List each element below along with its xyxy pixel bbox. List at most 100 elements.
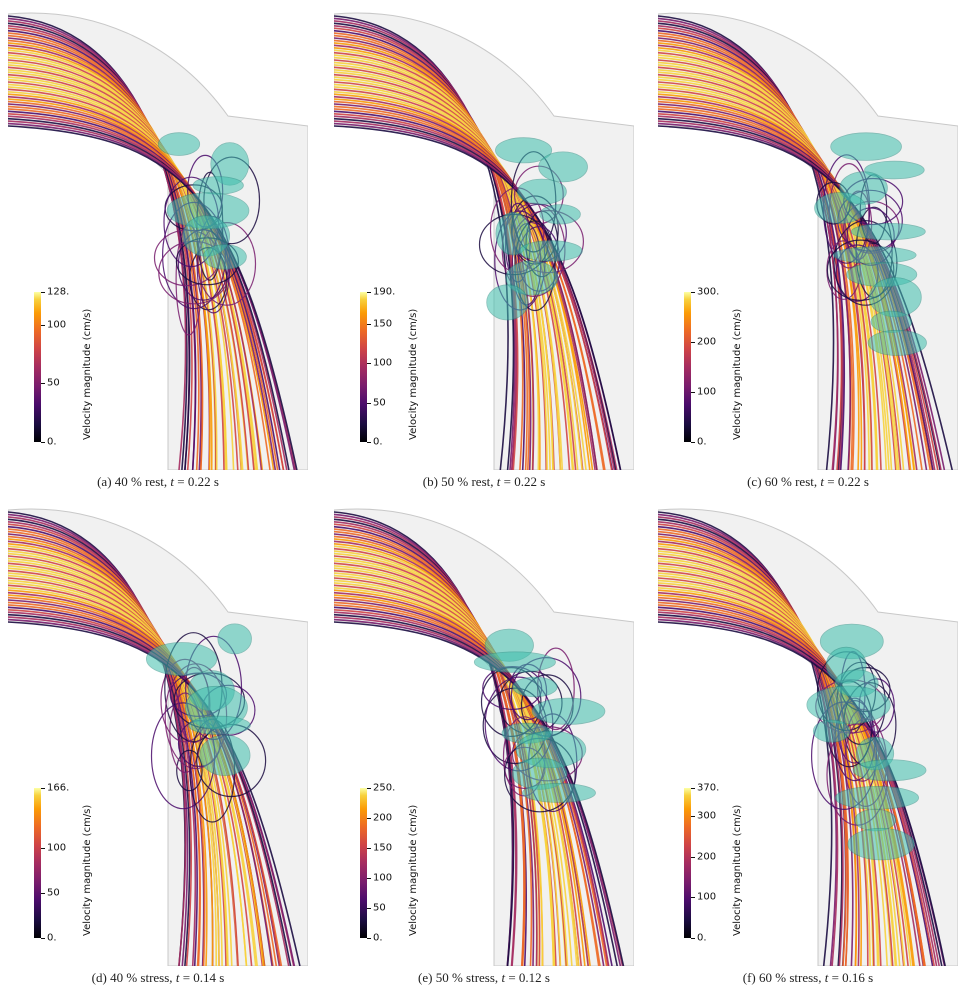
colorbar-tick — [691, 292, 695, 293]
colorbar-tick-label: 150 — [373, 318, 393, 330]
isosurface — [199, 734, 251, 776]
colorbar-tick-label: 100 — [47, 319, 67, 331]
isosurface — [202, 244, 247, 270]
caption-time-symbol: t — [170, 474, 174, 489]
colorbar-tick-label: 0. — [697, 436, 707, 448]
panel-e: 250. 200 150 100 50 0. Velocity magnitude (cm/… — [334, 502, 634, 985]
streamline-visualization — [8, 12, 308, 470]
recirculation-streamline — [176, 749, 203, 792]
isosurface — [834, 785, 919, 810]
colorbar: 300. 200 100 0. Velocity magnitude (cm/s) — [684, 287, 754, 448]
isosurface — [495, 211, 531, 256]
colorbar-tick-label: 250. — [373, 782, 396, 794]
colorbar-tick-label: 200 — [697, 851, 717, 863]
colorbar-tick-label: 166. — [47, 782, 70, 794]
isosurface — [157, 132, 201, 156]
colorbar-tick-label: 100 — [47, 842, 67, 854]
colorbar-tick-label: 300 — [697, 810, 717, 822]
colorbar-tick — [367, 908, 371, 909]
colorbar-tick — [41, 892, 45, 894]
colorbar-tick — [691, 342, 695, 343]
colorbar-tick — [367, 402, 371, 404]
caption-time-value: = 0.14 s — [179, 970, 225, 985]
colorbar-tick-label: 300. — [697, 286, 720, 298]
caption-time-symbol: t — [824, 970, 829, 985]
panel-b: 190. 150 100 50 0. Velocity magnitude (cm/s) (… — [334, 6, 634, 489]
caption-time-symbol: t — [501, 970, 506, 985]
colorbar-tick-label: 50 — [47, 377, 60, 389]
isosurface — [870, 310, 912, 333]
colorbar-tick-label: 0. — [47, 436, 57, 448]
colorbar-tick-label: 150 — [373, 842, 393, 854]
colorbar-tick — [41, 938, 45, 939]
caption-time-symbol: t — [496, 474, 501, 489]
isosurface — [522, 782, 596, 803]
caption-time-value: = 0.16 s — [828, 970, 874, 985]
panel-caption: (b) 50 % rest, t = 0.22 s — [334, 474, 634, 490]
caption-prefix: (b) 50 % rest, — [422, 474, 497, 489]
colorbar: 250. 200 150 100 50 0. Velocity magnitude (cm/… — [360, 783, 430, 944]
colorbar-gradient — [360, 788, 367, 938]
colorbar-tick — [691, 788, 695, 789]
colorbar-tick — [41, 383, 45, 385]
isosurface — [538, 151, 588, 183]
colorbar-tick-label: 100 — [373, 357, 393, 369]
caption-prefix: (f) 60 % stress, — [742, 970, 825, 985]
colorbar-tick — [41, 324, 45, 326]
caption-time-value: = 0.22 s — [174, 474, 219, 489]
isosurface — [217, 623, 252, 655]
colorbar-tick-label: 50 — [373, 397, 386, 409]
isosurface — [531, 697, 606, 725]
colorbar-tick — [367, 878, 371, 879]
colorbar-tick — [367, 788, 371, 789]
colorbar-title: Velocity magnitude (cm/s) — [82, 308, 93, 440]
isosurface — [516, 178, 567, 205]
caption-time-value: = 0.22 s — [500, 474, 546, 489]
colorbar-tick-label: 50 — [373, 902, 386, 914]
streamline-visualization — [8, 508, 308, 966]
colorbar-tick — [367, 363, 371, 365]
colorbar-gradient — [34, 788, 41, 938]
colorbar-tick — [41, 847, 45, 849]
isosurface — [847, 827, 915, 861]
caption-prefix: (c) 60 % rest, — [747, 474, 821, 489]
colorbar-tick-label: 0. — [697, 932, 707, 944]
isosurface — [539, 204, 581, 225]
colorbar: 190. 150 100 50 0. Velocity magnitude (cm/s) — [360, 287, 430, 448]
panel-caption: (a) 40 % rest, t = 0.22 s — [8, 474, 308, 490]
colorbar-tick-label: 200 — [373, 812, 393, 824]
isosurface — [854, 808, 897, 832]
panel-d: 166. 100 50 0. Velocity magnitude (cm/s) (d) … — [8, 502, 308, 985]
isosurface — [495, 137, 553, 164]
colorbar-tick-label: 100 — [697, 386, 717, 398]
colorbar-tick — [367, 323, 371, 325]
colorbar-tick-label: 190. — [373, 286, 396, 298]
isosurface — [512, 676, 558, 698]
panel-caption: (d) 40 % stress, t = 0.14 s — [8, 970, 308, 986]
colorbar: 370. 300 200 100 0. Velocity magnitude (cm/s) — [684, 783, 754, 944]
panel-c: 300. 200 100 0. Velocity magnitude (cm/s) (c)… — [658, 6, 958, 489]
isosurface — [814, 192, 867, 224]
caption-time-symbol: t — [175, 970, 180, 985]
streamline-visualization — [334, 508, 634, 966]
colorbar-title: Velocity magnitude (cm/s) — [732, 308, 743, 440]
colorbar-tick — [691, 897, 695, 899]
colorbar-tick-label: 0. — [373, 932, 383, 944]
panel-caption: (e) 50 % stress, t = 0.12 s — [334, 970, 634, 986]
isosurface — [867, 329, 927, 356]
isosurface — [505, 260, 559, 296]
colorbar-tick-label: 100 — [373, 872, 393, 884]
colorbar-tick — [367, 292, 371, 293]
colorbar-gradient — [684, 788, 691, 938]
colorbar-tick-label: 370. — [697, 782, 720, 794]
colorbar: 166. 100 50 0. Velocity magnitude (cm/s) — [34, 783, 104, 944]
recirculation-streamline — [833, 219, 898, 306]
colorbar-title: Velocity magnitude (cm/s) — [408, 308, 419, 440]
streamline-visualization — [334, 12, 634, 470]
colorbar-gradient — [360, 292, 367, 442]
colorbar-tick-label: 0. — [373, 436, 383, 448]
isosurface — [473, 651, 556, 673]
caption-time-value: = 0.22 s — [824, 474, 869, 489]
colorbar-tick — [41, 442, 45, 443]
streamline-visualization — [658, 12, 958, 470]
